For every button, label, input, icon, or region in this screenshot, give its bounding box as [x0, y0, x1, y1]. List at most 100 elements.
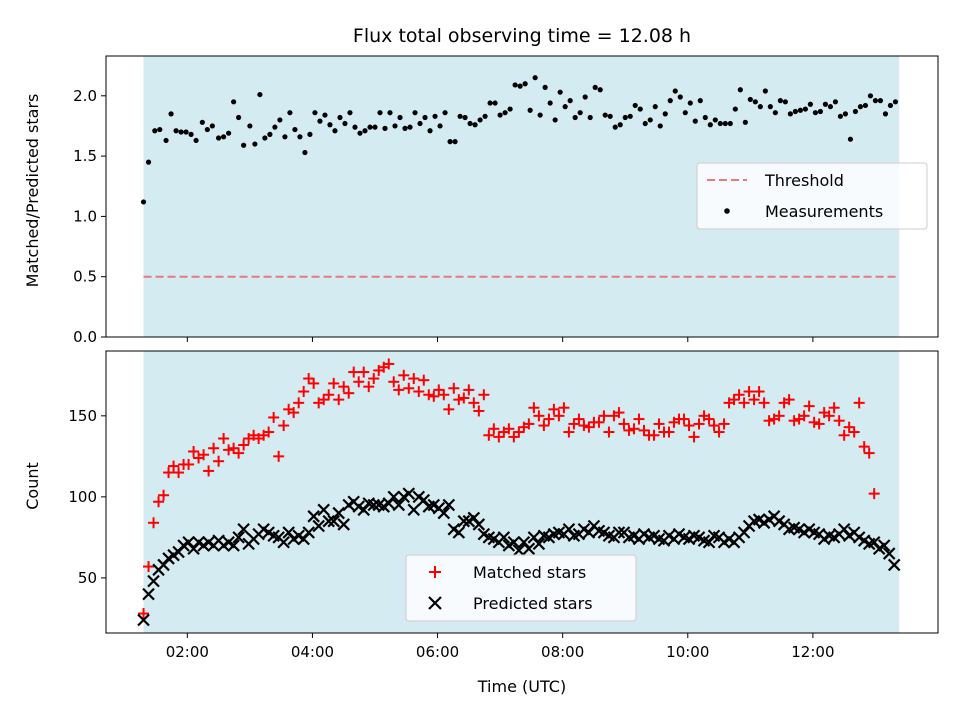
predicted-star-point [237, 522, 250, 536]
y-tick-label: 150 [68, 407, 97, 425]
matched-star-point [158, 489, 170, 501]
measurement-point [547, 100, 553, 106]
matched-star-point [548, 403, 560, 415]
measurement-point [707, 122, 713, 128]
measurement-point [742, 119, 748, 125]
y-tick-label: 50 [78, 569, 97, 587]
measurement-point [422, 114, 428, 121]
measurement-point [221, 134, 227, 140]
measurement-point [787, 111, 793, 117]
matched-star-point [868, 488, 880, 500]
matched-star-point [188, 445, 200, 457]
predicted-star-point [522, 542, 536, 556]
predicted-star-point [142, 587, 155, 601]
measurement-point [332, 128, 338, 134]
matched-star-point [688, 431, 700, 443]
top-legend: Threshold Measurements [696, 162, 928, 230]
measurement-point [662, 111, 668, 117]
bottom-y-axis-label: Count [23, 462, 42, 510]
y-tick-label: 2.0 [73, 87, 97, 105]
matched-star-point [403, 382, 415, 394]
matched-star-point [478, 389, 490, 401]
measurement-point [412, 110, 418, 116]
measurement-point [717, 120, 723, 127]
measurement-point [632, 102, 638, 109]
measurement-point [847, 136, 854, 142]
ratio-panel: 0.00.51.01.52.0 Matched/Predicted stars … [23, 55, 939, 346]
matched-star-point [703, 413, 715, 425]
measurement-point [672, 88, 678, 94]
matched-star-point [458, 392, 470, 404]
measurement-point [882, 111, 889, 117]
predicted-star-point [402, 487, 416, 500]
measurement-point [317, 118, 323, 124]
matched-star-point [553, 410, 565, 422]
measurement-point [862, 102, 869, 109]
measurement-point [497, 112, 503, 118]
matched-star-point [368, 373, 380, 385]
matched-star-point [333, 394, 345, 406]
measurement-point [812, 110, 818, 116]
measurement-point [140, 199, 147, 205]
measurement-point [241, 142, 247, 148]
matched-star-point [533, 410, 545, 422]
matched-star-point [683, 420, 695, 432]
measurement-point [887, 102, 894, 109]
measurement-point [472, 122, 478, 128]
measurement-point [477, 117, 483, 123]
measurement-point [682, 110, 688, 116]
matched-star-point [648, 429, 660, 441]
measurement-point [892, 99, 899, 105]
x-tick-label: 12:00 [791, 643, 834, 661]
matched-legend-label: Matched stars [473, 563, 586, 582]
measurement-point [277, 117, 283, 123]
measurement-point [337, 114, 343, 121]
matched-star-point [203, 465, 215, 477]
chart-title: Flux total observing time = 12.08 h [353, 25, 691, 47]
matched-star-point [613, 407, 625, 419]
measurement-point [692, 118, 698, 124]
measurement-point [312, 110, 318, 116]
matched-star-point [863, 447, 875, 459]
measurement-point [822, 101, 828, 107]
predicted-legend-swatch [428, 596, 442, 610]
measurement-point [352, 124, 358, 130]
matched-star-point [813, 418, 825, 430]
measurement-point [292, 126, 298, 133]
predicted-star-point [512, 544, 526, 557]
x-tick-label: 06:00 [416, 643, 459, 661]
measurement-point [252, 141, 258, 147]
matched-star-point [513, 426, 525, 438]
measurement-point [382, 125, 388, 131]
predicted-star-point [307, 510, 320, 523]
matched-star-point [208, 442, 220, 454]
predicted-star-point [332, 506, 345, 520]
measurement-point [617, 122, 623, 128]
bottom-x-ticks: 02:00 04:00 06:00 08:00 10:00 12:00 [166, 633, 835, 661]
measurement-point [442, 110, 448, 116]
bottom-y-ticks: 50 100 150 [68, 407, 106, 587]
measurement-point [772, 110, 778, 116]
matched-star-point [273, 450, 285, 462]
matched-star-point [823, 410, 835, 422]
matched-star-point [618, 418, 630, 430]
predicted-star-point [457, 514, 471, 528]
matched-star-point [503, 423, 515, 435]
predicted-star-point [887, 558, 901, 572]
measurement-point [827, 104, 834, 110]
measurement-point [512, 82, 518, 88]
matched-star-point [173, 467, 185, 479]
matched-star-point [508, 431, 520, 443]
matched-star-point [278, 420, 290, 432]
matched-star-point [843, 421, 855, 433]
measurements-series [140, 75, 899, 205]
predicted-star-point [452, 526, 466, 539]
x-axis-label: Time (UTC) [477, 677, 566, 696]
matched-star-point [408, 373, 420, 385]
matched-star-point [743, 386, 755, 398]
measurement-point [567, 98, 573, 104]
matched-star-point [383, 358, 395, 370]
matched-star-point [413, 386, 425, 398]
x-tick-label: 08:00 [541, 643, 584, 661]
